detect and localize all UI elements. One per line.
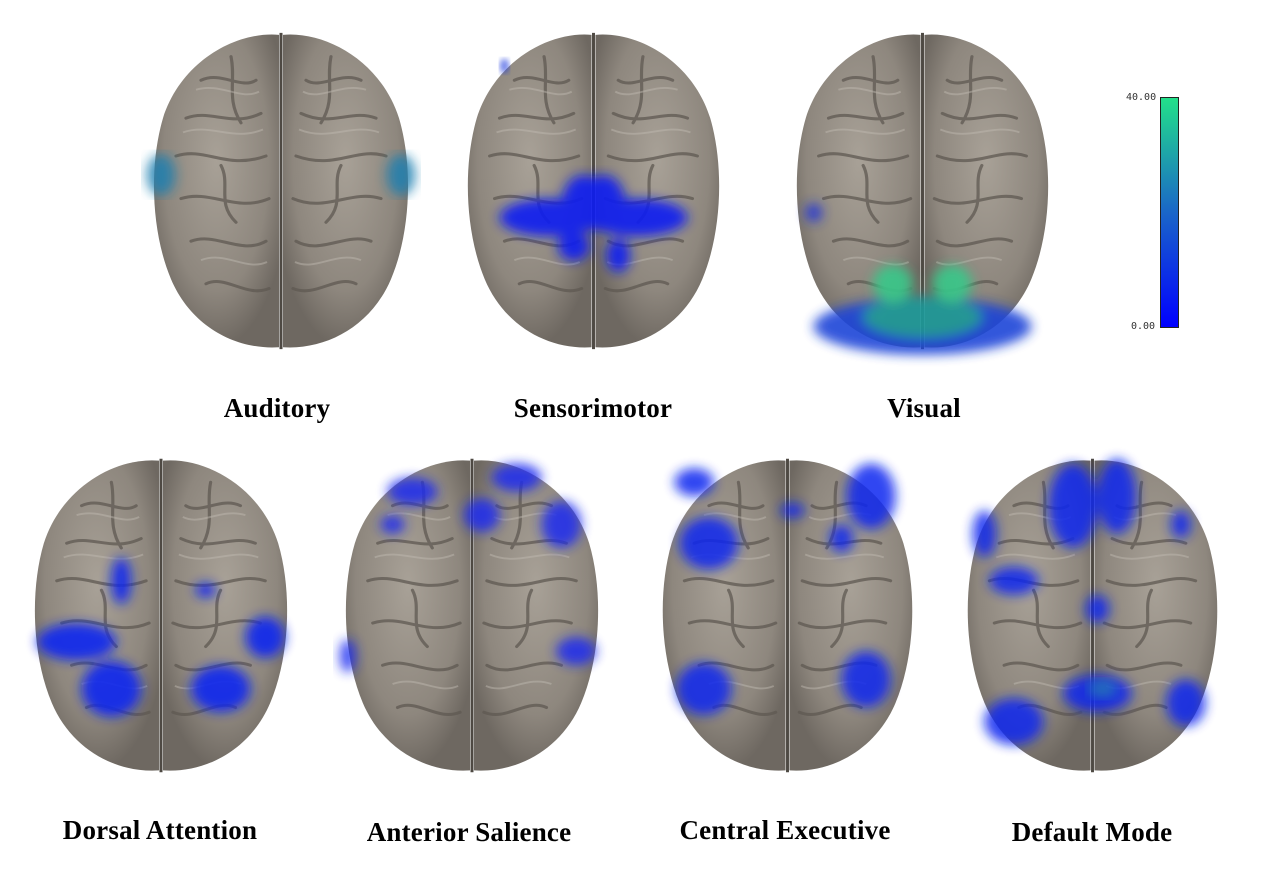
colorbar-min-label: 0.00 [1131,321,1156,332]
panel-label: Anterior Salience [366,817,572,847]
colorbar [1160,97,1179,328]
brain-sensorimotor [455,14,732,369]
brain-anterior-salience [333,440,611,792]
panel-label: Visual [887,393,961,423]
panel-label: Auditory [223,393,331,423]
colorbar-max-label: 40.00 [1126,92,1157,103]
brain-central-executive [650,440,925,792]
brain-dorsal-attention [22,440,300,792]
panel-label: Central Executive [679,815,891,845]
brain-default-mode [955,440,1230,792]
brain-auditory [141,14,421,369]
panel-label: Dorsal Attention [62,815,258,845]
panel-label: Sensorimotor [513,393,673,423]
brain-visual [784,14,1061,369]
panel-label: Default Mode [1011,817,1173,847]
